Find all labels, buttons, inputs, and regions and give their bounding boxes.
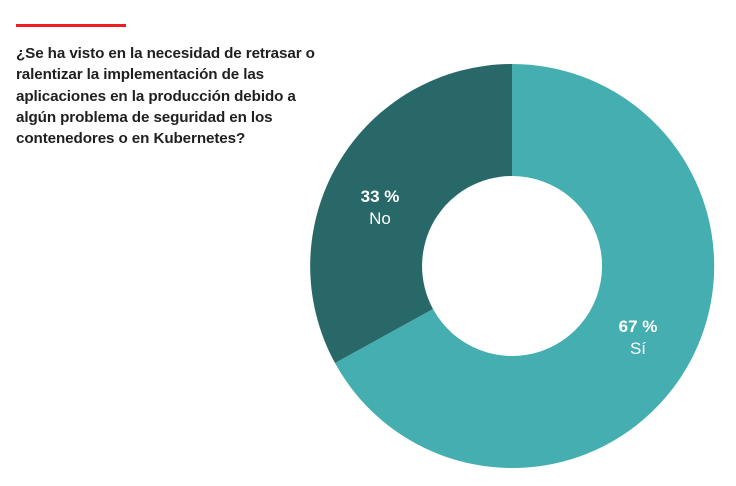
slice-label-no: 33 % No xyxy=(340,186,420,230)
accent-rule xyxy=(16,24,126,27)
slice-si-category: Sí xyxy=(629,339,647,358)
slice-no-percent: 33 % xyxy=(360,187,400,206)
slice-no-category: No xyxy=(369,209,391,228)
donut-slice-no xyxy=(310,64,512,363)
donut-slice-si xyxy=(335,63,715,468)
slice-label-si: 67 % Sí xyxy=(598,316,678,360)
chart-question-title: ¿Se ha visto en la necesidad de retrasar… xyxy=(16,45,315,148)
slice-si-percent: 67 % xyxy=(618,317,658,336)
